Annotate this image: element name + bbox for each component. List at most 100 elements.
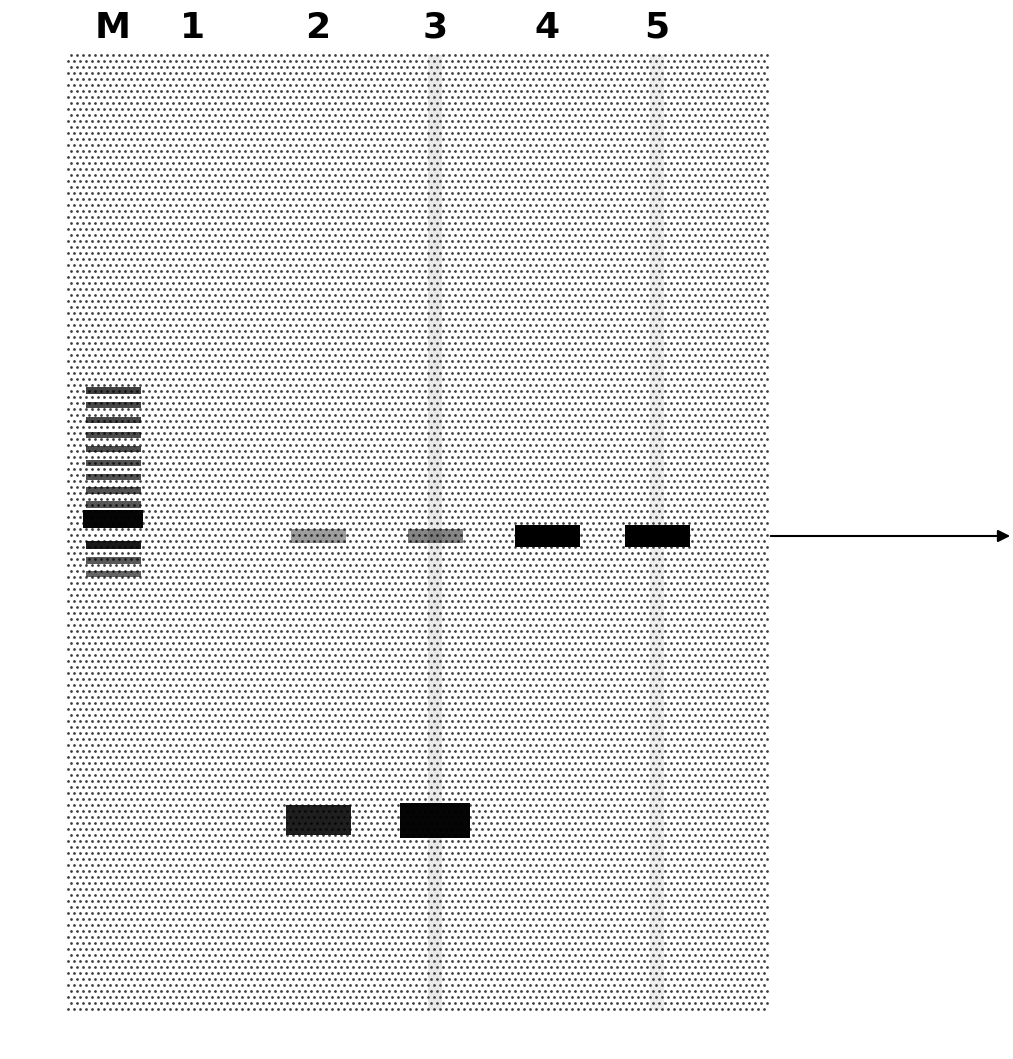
Point	[354, 65, 370, 82]
Point	[138, 832, 154, 849]
Point	[636, 749, 652, 766]
Point	[165, 310, 181, 327]
Point	[369, 130, 385, 147]
Point	[615, 58, 631, 75]
Point	[639, 515, 655, 532]
Point	[690, 688, 706, 705]
Point	[138, 857, 154, 874]
Point	[591, 287, 607, 304]
Point	[603, 875, 619, 892]
Point	[654, 749, 671, 766]
Point	[696, 544, 712, 561]
Point	[63, 71, 79, 88]
Point	[102, 821, 119, 838]
Point	[465, 875, 481, 892]
Point	[354, 461, 370, 478]
Point	[347, 521, 364, 538]
Point	[327, 382, 343, 399]
Point	[69, 382, 85, 399]
Point	[303, 202, 319, 219]
Point	[549, 983, 565, 1000]
Point	[503, 292, 520, 309]
Point	[756, 844, 772, 861]
Point	[588, 629, 604, 646]
Point	[93, 886, 109, 903]
Point	[441, 202, 457, 219]
Point	[414, 1001, 431, 1018]
Point	[243, 983, 259, 1000]
Point	[540, 389, 556, 406]
Point	[432, 832, 448, 849]
Point	[711, 862, 727, 879]
Point	[678, 364, 694, 381]
Point	[561, 611, 577, 628]
Point	[222, 940, 238, 957]
Point	[435, 623, 451, 640]
Point	[333, 47, 349, 64]
Point	[330, 857, 346, 874]
Point	[276, 353, 292, 370]
Point	[60, 713, 76, 730]
Point	[269, 341, 286, 358]
Point	[387, 898, 403, 915]
Point	[357, 970, 373, 987]
Point	[93, 754, 109, 771]
Point	[465, 251, 481, 268]
Point	[174, 821, 190, 838]
Point	[570, 508, 587, 525]
Point	[138, 256, 154, 273]
Point	[581, 988, 598, 1005]
Point	[450, 629, 466, 646]
Point	[477, 551, 493, 568]
Point	[708, 880, 724, 897]
Point	[213, 227, 229, 244]
Point	[291, 539, 307, 556]
Point	[159, 454, 175, 471]
Point	[549, 970, 565, 987]
Point	[659, 305, 676, 322]
Point	[171, 107, 187, 124]
Point	[99, 575, 115, 592]
Point	[759, 515, 775, 532]
Point	[693, 179, 709, 196]
Point	[525, 814, 541, 831]
Point	[318, 593, 334, 610]
Point	[261, 526, 278, 543]
Point	[753, 346, 769, 363]
Point	[534, 53, 550, 70]
Point	[213, 335, 229, 352]
Point	[759, 659, 775, 676]
Point	[570, 677, 587, 694]
Point	[486, 641, 502, 658]
Point	[720, 857, 736, 874]
Point	[228, 148, 244, 165]
Point	[249, 814, 265, 831]
Point	[225, 274, 241, 291]
Point	[168, 436, 184, 453]
Point	[546, 893, 562, 910]
Point	[737, 413, 754, 430]
Point	[183, 335, 200, 352]
Point	[315, 731, 331, 748]
Point	[291, 335, 307, 352]
Point	[216, 184, 232, 201]
Point	[555, 202, 571, 219]
Point	[588, 821, 604, 838]
Point	[180, 916, 197, 933]
Point	[63, 119, 79, 136]
Point	[492, 785, 509, 802]
Point	[642, 893, 658, 910]
Point	[474, 665, 490, 682]
Point	[354, 485, 370, 502]
Point	[591, 911, 607, 928]
Point	[753, 706, 769, 723]
Point	[204, 161, 220, 178]
Point	[495, 994, 512, 1011]
Point	[516, 713, 532, 730]
Point	[78, 317, 94, 334]
Point	[759, 47, 775, 64]
Point	[306, 868, 322, 885]
Point	[618, 616, 634, 633]
Point	[300, 449, 316, 466]
Point	[384, 593, 400, 610]
